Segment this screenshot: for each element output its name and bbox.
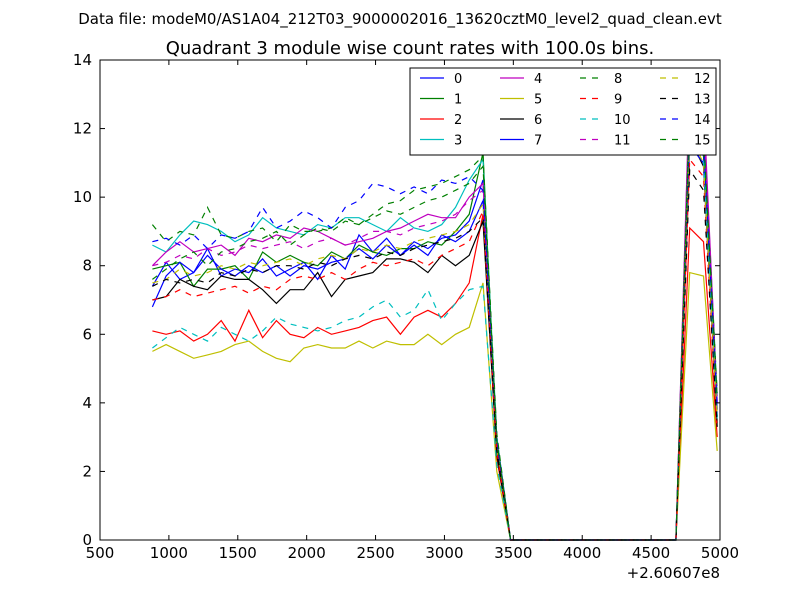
y-tick-label: 6 bbox=[82, 325, 92, 343]
x-tick-label: 5000 bbox=[701, 544, 739, 562]
legend-label-0: 0 bbox=[454, 72, 462, 87]
y-tick-label: 8 bbox=[82, 257, 92, 275]
legend-label-6: 6 bbox=[534, 113, 542, 128]
x-tick-label: 1000 bbox=[150, 544, 188, 562]
legend-label-3: 3 bbox=[454, 134, 462, 149]
legend-label-8: 8 bbox=[614, 72, 622, 87]
x-tick-label: 2000 bbox=[288, 544, 326, 562]
chart-title: Quadrant 3 module wise count rates with … bbox=[166, 38, 655, 59]
legend-label-2: 2 bbox=[454, 113, 462, 128]
legend-label-4: 4 bbox=[534, 72, 542, 87]
y-tick-label: 14 bbox=[73, 51, 92, 69]
x-offset-label: +2.60607e8 bbox=[627, 564, 720, 582]
legend-label-9: 9 bbox=[614, 93, 622, 108]
data-file-suptitle: Data file: modeM0/AS1A04_212T03_90000020… bbox=[78, 10, 722, 29]
legend-label-5: 5 bbox=[534, 93, 542, 108]
x-tick-label: 3500 bbox=[494, 544, 532, 562]
legend-label-13: 13 bbox=[694, 93, 711, 108]
legend-label-12: 12 bbox=[694, 72, 711, 87]
legend-label-1: 1 bbox=[454, 93, 462, 108]
x-tick-label: 3000 bbox=[425, 544, 463, 562]
legend-label-15: 15 bbox=[694, 134, 711, 149]
y-tick-label: 0 bbox=[82, 531, 92, 549]
series-3-line bbox=[152, 92, 718, 541]
x-tick-label: 1500 bbox=[219, 544, 257, 562]
series-5-line bbox=[152, 271, 718, 541]
series-14-line bbox=[152, 116, 718, 541]
series-11-line bbox=[152, 87, 718, 541]
series-10-line bbox=[152, 137, 718, 541]
series-8-line bbox=[151, 100, 718, 541]
series-9-line bbox=[152, 157, 718, 541]
series-7-line bbox=[151, 144, 718, 541]
legend-frame bbox=[409, 67, 717, 156]
x-tick-label: 500 bbox=[86, 544, 115, 562]
legend-label-10: 10 bbox=[614, 113, 631, 128]
x-tick-label: 4500 bbox=[632, 544, 670, 562]
axis-layer: 500 1000 1500 2000 2500 3000 3500 4000 4500 5000 0… bbox=[73, 51, 739, 562]
y-tick-label: 10 bbox=[73, 188, 92, 206]
plot-area-frame bbox=[99, 59, 721, 541]
legend-label-7: 7 bbox=[534, 134, 542, 149]
x-tick-label: 2500 bbox=[356, 544, 394, 562]
legend-label-14: 14 bbox=[694, 113, 711, 128]
series-13-line bbox=[152, 167, 718, 541]
legend-label-11: 11 bbox=[614, 134, 631, 149]
series-15-line bbox=[152, 105, 718, 541]
y-tick-label: 12 bbox=[73, 120, 92, 138]
y-tick-label: 2 bbox=[82, 462, 92, 480]
x-tick-label: 4000 bbox=[563, 544, 601, 562]
y-tick-label: 4 bbox=[82, 394, 92, 412]
